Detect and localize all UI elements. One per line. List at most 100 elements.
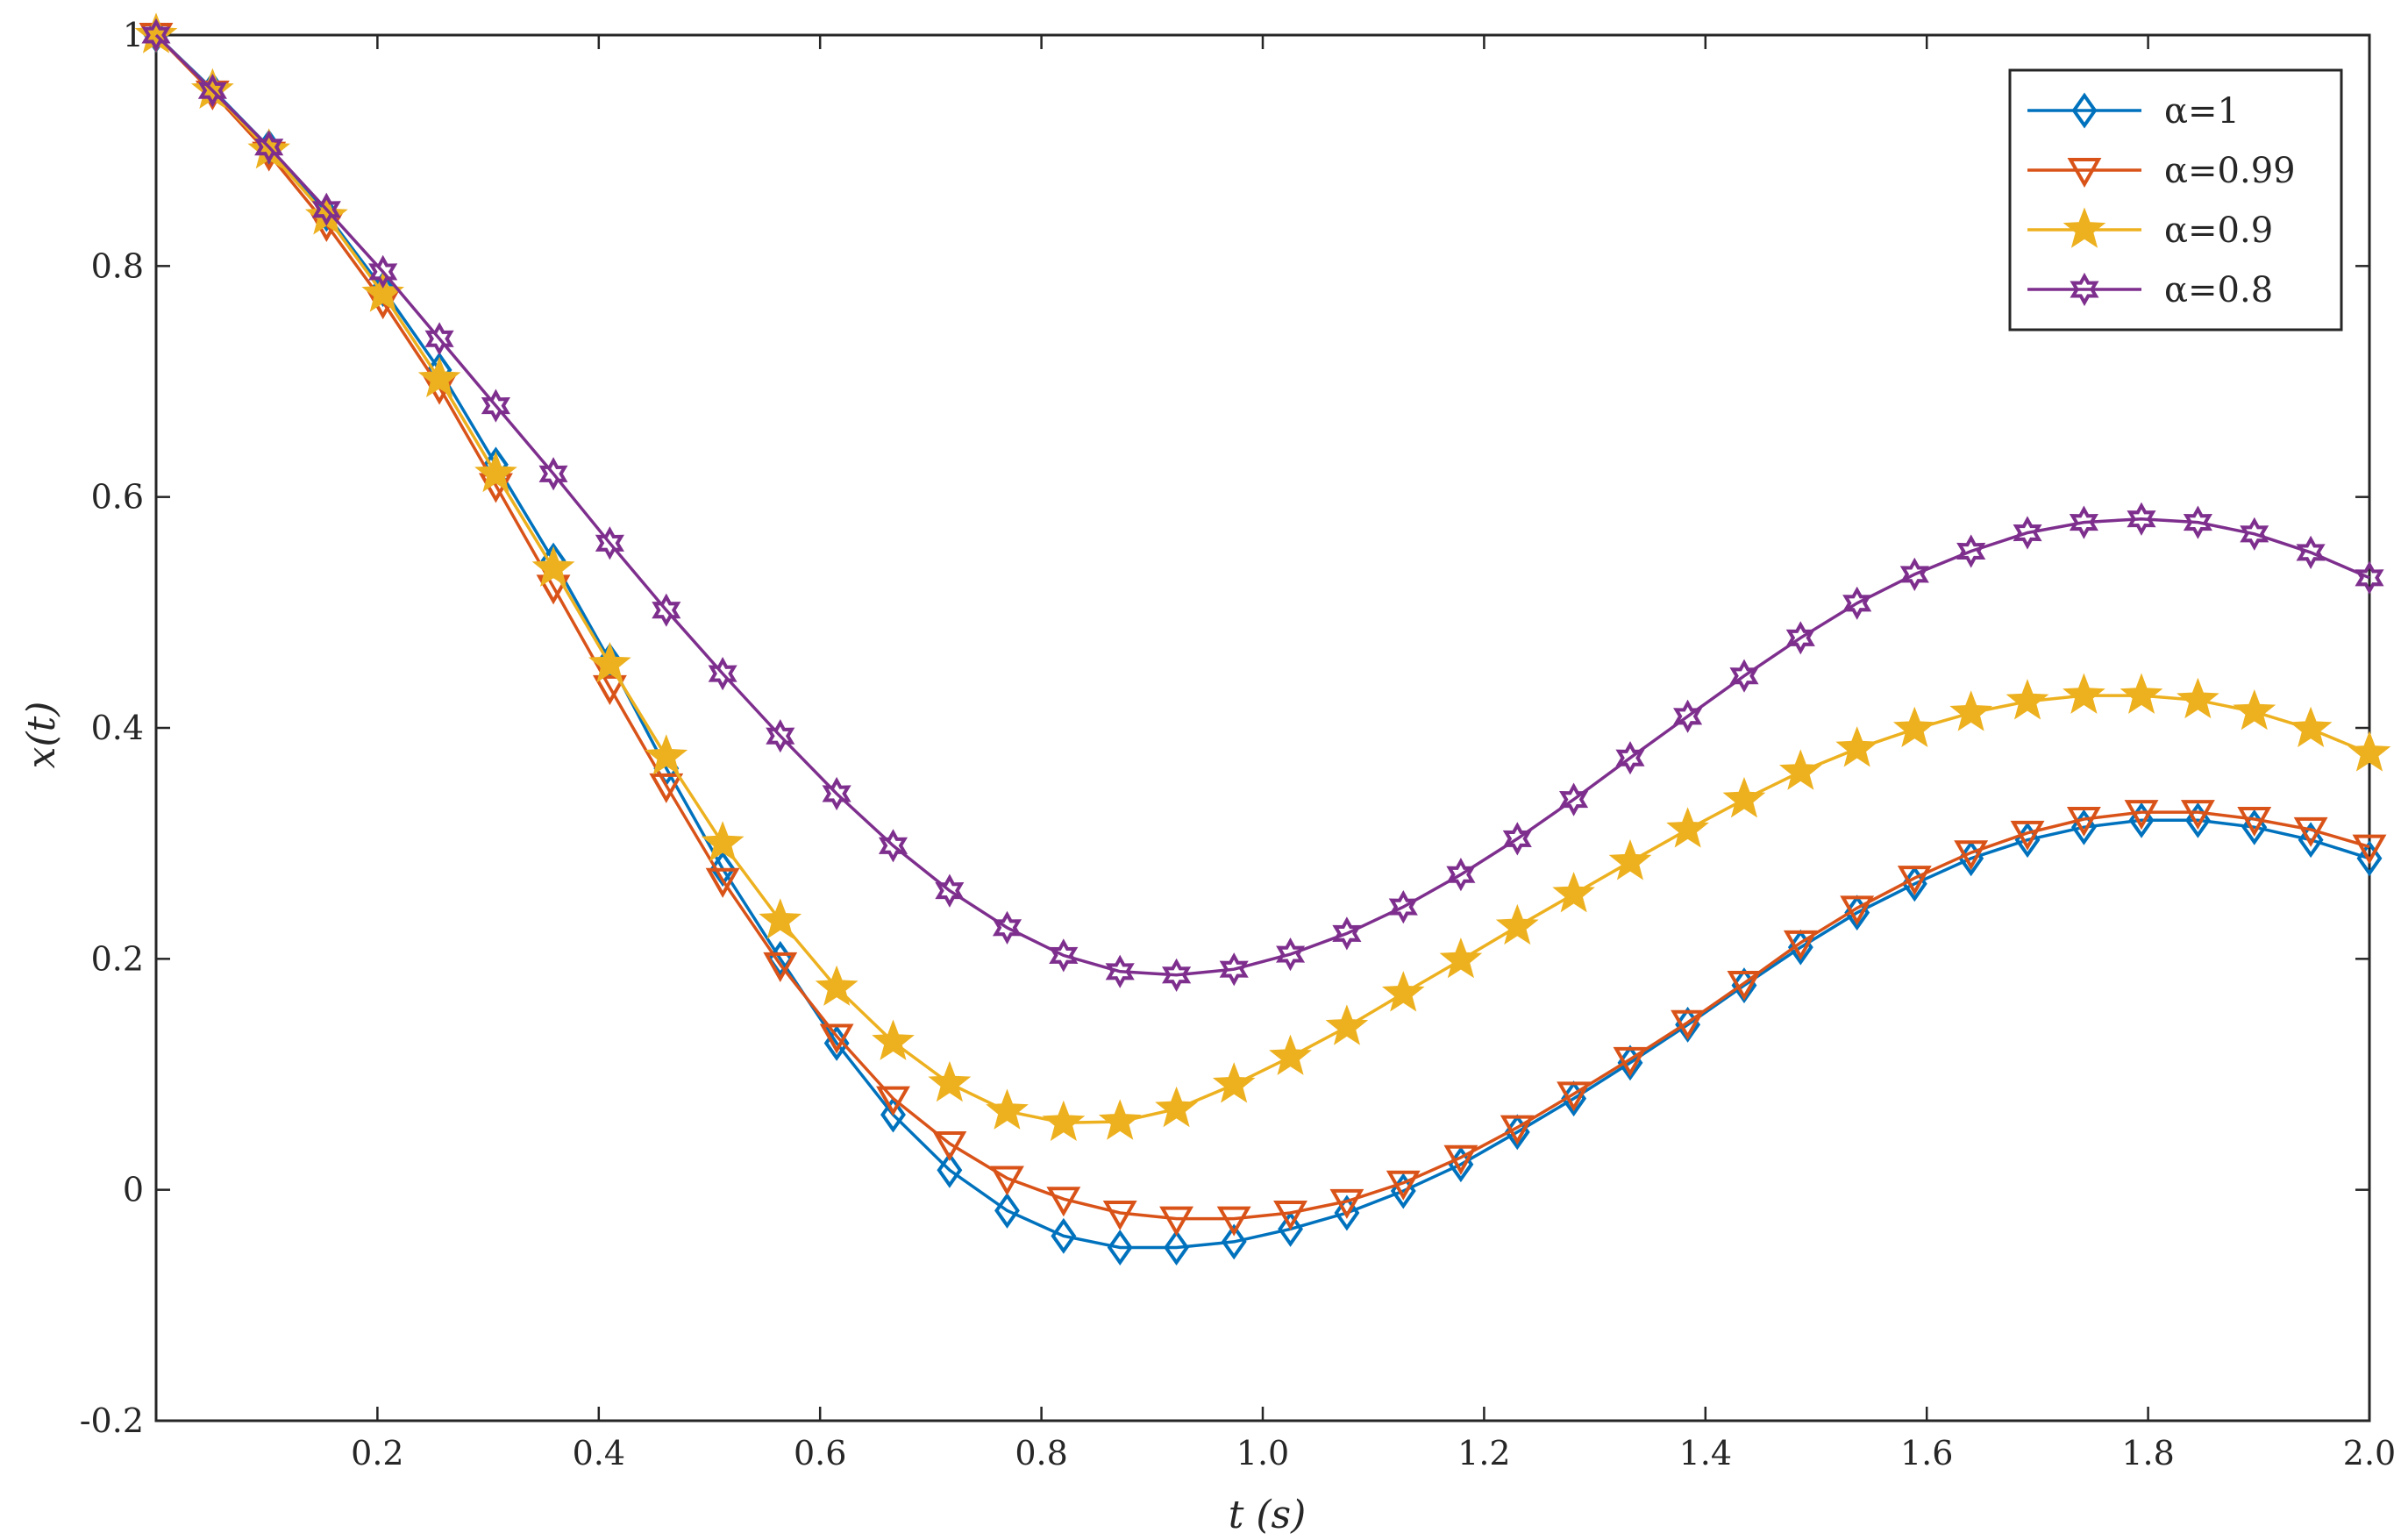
x-tick-label: 1.4	[1679, 1434, 1732, 1472]
data-point	[1495, 903, 1539, 945]
data-point	[822, 776, 851, 811]
data-point	[932, 1131, 967, 1162]
data-point	[595, 526, 624, 560]
data-point	[1051, 1217, 1077, 1254]
data-point	[1155, 1086, 1198, 1128]
data-point	[2355, 560, 2384, 595]
data-point	[1557, 1081, 1592, 1112]
plot-series	[134, 12, 2391, 1266]
data-point	[2124, 800, 2159, 831]
legend-marker	[2070, 272, 2099, 307]
data-point	[311, 192, 341, 226]
data-point	[1049, 938, 1079, 973]
data-point	[878, 829, 908, 863]
data-point	[1897, 866, 1932, 896]
x-tick-label: 0.8	[1015, 1434, 1067, 1472]
data-point	[368, 254, 398, 289]
data-point	[1164, 1230, 1190, 1266]
data-point	[424, 322, 454, 356]
data-point	[1221, 1223, 1247, 1260]
data-point	[1608, 839, 1652, 881]
x-tick-label: 0.6	[794, 1434, 846, 1472]
data-point	[1386, 1170, 1421, 1201]
data-point	[588, 641, 631, 683]
legend-label: α=1	[2164, 91, 2240, 132]
data-point	[2013, 516, 2042, 550]
data-point	[935, 873, 965, 908]
legend-marker	[2063, 207, 2106, 248]
data-point	[2127, 502, 2156, 536]
data-point	[2240, 517, 2269, 551]
y-tick-label: 0.2	[91, 939, 144, 978]
data-point	[986, 1088, 1029, 1130]
x-tick-label: 2.0	[2343, 1434, 2396, 1472]
data-point	[1729, 659, 1759, 693]
data-point	[1162, 958, 1192, 992]
data-point	[2120, 673, 2163, 714]
series-line	[154, 33, 2370, 1250]
data-point	[1840, 895, 1875, 926]
data-point	[1216, 1206, 1251, 1237]
data-point	[2237, 807, 2272, 838]
data-point	[759, 898, 802, 939]
y-tick-label: 0	[123, 1171, 144, 1209]
data-point	[1388, 890, 1418, 924]
data-point	[1899, 557, 1929, 592]
x-tick-label: 1.2	[1457, 1434, 1510, 1472]
data-point	[1107, 1230, 1133, 1266]
data-point	[1502, 822, 1532, 856]
data-point	[1102, 1201, 1137, 1231]
data-point	[141, 18, 171, 53]
data-point	[2069, 505, 2098, 539]
data-point	[531, 545, 575, 588]
series-line	[154, 33, 2370, 977]
legend: α=1 α=0.99 α=0.9 α=0.8	[2008, 68, 2343, 332]
legend-marker	[2067, 158, 2102, 189]
data-point	[1500, 1115, 1535, 1145]
data-point	[1835, 726, 1879, 767]
legend-label: α=0.99	[2164, 151, 2296, 191]
legend-label: α=0.8	[2164, 270, 2273, 310]
x-axis-label: t (s)	[1229, 1493, 1307, 1537]
x-tick-label: 0.2	[351, 1434, 403, 1472]
data-point	[815, 965, 859, 1006]
data-point	[1842, 586, 1872, 620]
data-point	[1334, 1194, 1360, 1231]
data-point	[1615, 741, 1645, 775]
data-point	[254, 130, 284, 164]
data-point	[876, 1086, 910, 1116]
data-point	[766, 719, 795, 753]
data-point	[701, 821, 745, 862]
y-axis-label: x(t)	[19, 702, 64, 769]
data-point	[1098, 1099, 1142, 1140]
data-point	[592, 674, 627, 705]
data-point	[1212, 1062, 1256, 1103]
data-point	[1673, 699, 1703, 733]
data-point	[2010, 820, 2045, 851]
data-point	[872, 1019, 915, 1060]
data-point	[705, 867, 740, 898]
data-point	[2006, 679, 2049, 720]
data-point	[1325, 1004, 1369, 1045]
data-point	[990, 1166, 1024, 1196]
data-point	[1778, 749, 1822, 790]
data-point	[1727, 970, 1762, 1002]
legend-marker	[2071, 92, 2098, 129]
data-point	[197, 74, 227, 108]
x-tick-label: 1.8	[2121, 1434, 2174, 1472]
data-point	[1785, 621, 1815, 655]
data-point	[645, 734, 688, 775]
data-point	[2177, 677, 2219, 719]
data-point	[2356, 840, 2383, 877]
y-tick-label: 0.4	[91, 709, 144, 747]
data-point	[1273, 1201, 1307, 1231]
series-line	[154, 33, 2370, 1125]
legend-item: α=1	[2027, 91, 2240, 132]
data-point	[708, 656, 737, 691]
data-point	[1278, 1210, 1303, 1247]
data-point	[763, 952, 798, 982]
data-point	[481, 389, 510, 423]
data-point	[649, 773, 684, 803]
data-point	[1956, 534, 1986, 568]
